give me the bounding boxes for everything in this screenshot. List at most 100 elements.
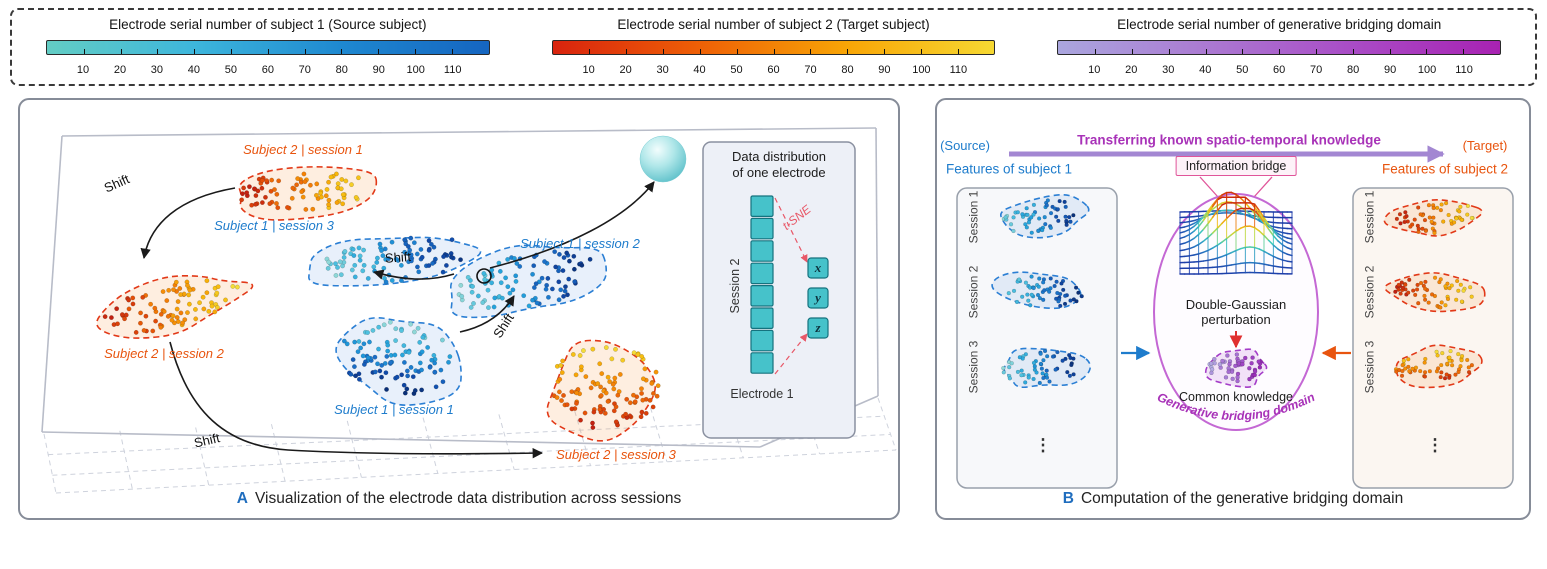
panel-b-caption-text: Computation of the generative bridging d…: [1080, 490, 1404, 507]
colorbar-tick-label: 90: [372, 64, 385, 76]
colorbar-tick-mark: [1131, 48, 1133, 54]
label-subject2-session2: Subject 2 | session 2: [104, 345, 224, 361]
colorbar-tick-label: 40: [1199, 64, 1212, 76]
cluster-subject1-session2-outline: [449, 244, 608, 319]
label-subject1-session1: Subject 1 | session 1: [334, 401, 454, 417]
ellipsis-right: ⋮: [1426, 435, 1444, 455]
colorbar-tick-mark: [1352, 48, 1354, 54]
colorbar-tick-mark: [194, 48, 196, 54]
cluster-subject2-session2: [96, 275, 254, 339]
colorbar-tick-mark: [304, 48, 306, 54]
colorbar-subject2-gradient: [551, 39, 996, 55]
electrode-sample-cell: [750, 217, 774, 240]
axis-z-label: z: [815, 319, 821, 335]
colorbar-tick-label: 90: [878, 64, 891, 76]
label-subject1-session3: Subject 1 | session 3: [214, 217, 334, 233]
electrode-sample-cell: [750, 195, 774, 217]
colorbar-tick-mark: [920, 48, 922, 54]
panel-a-caption: A Visualization of the electrode data dis…: [20, 490, 898, 508]
electrode-sample-cell: [750, 285, 774, 307]
target-label: (Target): [1462, 137, 1508, 153]
features-s2-session2-outline: [1384, 272, 1486, 313]
bridge-connector-left: [1199, 176, 1219, 198]
shift-arrow-1: [140, 187, 236, 260]
cluster-subject1-session1: [335, 317, 462, 406]
ellipsis-left: ⋮: [1034, 435, 1052, 455]
cluster-subject1-session1-outline: [335, 317, 462, 406]
colorbar-tick-label: 100: [406, 64, 425, 76]
double-gaussian-label-line1: Double-Gaussian: [1185, 296, 1287, 312]
features-s1-session1: [999, 193, 1090, 239]
axis-x-label: x: [814, 259, 822, 275]
electrode-distribution-inset: [702, 141, 856, 439]
session-label-right-1: Session 1: [1362, 190, 1377, 244]
cluster-subject2-session1-outline: [238, 166, 378, 221]
electrode-sample-cell: [750, 262, 774, 285]
session-label-left-3: Session 3: [966, 340, 981, 394]
colorbar-tick-mark: [120, 48, 122, 54]
colorbar-tick-label: 70: [804, 64, 817, 76]
inset-title-line2: of one electrode: [732, 164, 826, 180]
colorbar-tick-mark: [267, 48, 269, 54]
shift-arrow-4: [169, 341, 544, 459]
tsne-map-line-top: [774, 197, 808, 263]
cluster-subject2-session2-outline: [96, 275, 254, 339]
session-label-left-2: Session 2: [966, 265, 981, 319]
colorbar-tick-mark: [626, 48, 628, 54]
features-subject2-label: Features of subject 2: [1381, 161, 1509, 177]
colorbar-tick-mark: [341, 48, 343, 54]
subject1-features-box: [956, 187, 1118, 489]
colorbar-bridging: Electrode serial number of generative br…: [1043, 17, 1515, 77]
panel-b: Generative bridging domain (Source) Tran…: [935, 98, 1531, 520]
features-s2-session2: [1384, 272, 1486, 313]
colorbar-tick-mark: [810, 48, 812, 54]
colorbar-tick-mark: [1315, 48, 1317, 54]
colorbar-tick-label: 110: [1455, 64, 1473, 76]
label-subject1-session2: Subject 1 | session 2: [520, 235, 640, 251]
cluster-subject1-session3: [308, 235, 482, 287]
colorbar-subject1-gradient: [46, 39, 490, 55]
colorbar-tick-mark: [736, 48, 738, 54]
colorbar-tick-label: 80: [335, 64, 348, 76]
features-s1-session3: [1001, 347, 1092, 389]
x-component-box: [807, 257, 829, 279]
colorbar-subject2: Electrode serial number of subject 2 (Ta…: [538, 17, 1010, 77]
colorbar-tick-label: 50: [730, 64, 743, 76]
colorbar-tick-label: 30: [1162, 64, 1175, 76]
colorbar-tick-mark: [231, 48, 233, 54]
colorbar-tick-mark: [847, 48, 849, 54]
colorbar-tick-mark: [699, 48, 701, 54]
features-subject1-label: Features of subject 1: [945, 161, 1073, 177]
colorbar-subject1-title: Electrode serial number of subject 1 (So…: [109, 17, 427, 32]
panel-a-caption-letter: A: [236, 490, 248, 507]
z-component-box: [807, 317, 829, 339]
electrode-sample-cell: [750, 329, 774, 352]
colorbar-subject2-ticks: 10 20 30 40 50 60 70 80 90 100 110: [552, 62, 996, 77]
colorbar-tick-mark: [1389, 48, 1391, 54]
colorbar-tick-mark: [957, 48, 959, 54]
inset-title-line1: Data distribution: [732, 148, 826, 164]
colorbar-tick-label: 110: [949, 64, 968, 76]
colorbar-tick-label: 30: [150, 64, 164, 76]
axis-y-label: y: [815, 289, 821, 305]
label-subject2-session1: Subject 2 | session 1: [243, 141, 363, 157]
colorbar-bridging-ticks: 10 20 30 40 50 60 70 80 90 100 110: [1057, 62, 1501, 77]
colorbar-tick-mark: [1279, 48, 1281, 54]
panel-a-graphics: [41, 127, 897, 494]
colorbar-tick-label: 60: [1273, 64, 1286, 76]
colorbar-tick-label: 30: [656, 64, 669, 76]
electrode-sphere: [639, 135, 687, 183]
colorbar-tick-label: 100: [1417, 64, 1437, 76]
electrode-to-sphere-arrow: [489, 181, 655, 269]
colorbar-tick-label: 50: [1236, 64, 1249, 76]
colorbar-bridging-title: Electrode serial number of generative br…: [1117, 17, 1442, 32]
colorbar-tick-label: 100: [912, 64, 931, 76]
panel-a-caption-text: Visualization of the electrode data dist…: [254, 490, 682, 507]
colorbar-tick-label: 10: [1088, 64, 1101, 76]
colorbar-tick-mark: [1095, 48, 1097, 54]
colorbar-tick-mark: [378, 48, 380, 54]
colorbar-tick-label: 110: [443, 64, 462, 76]
panel-b-graphics: Generative bridging domain: [956, 145, 1514, 489]
inset-session-label: Session 2: [728, 258, 743, 314]
